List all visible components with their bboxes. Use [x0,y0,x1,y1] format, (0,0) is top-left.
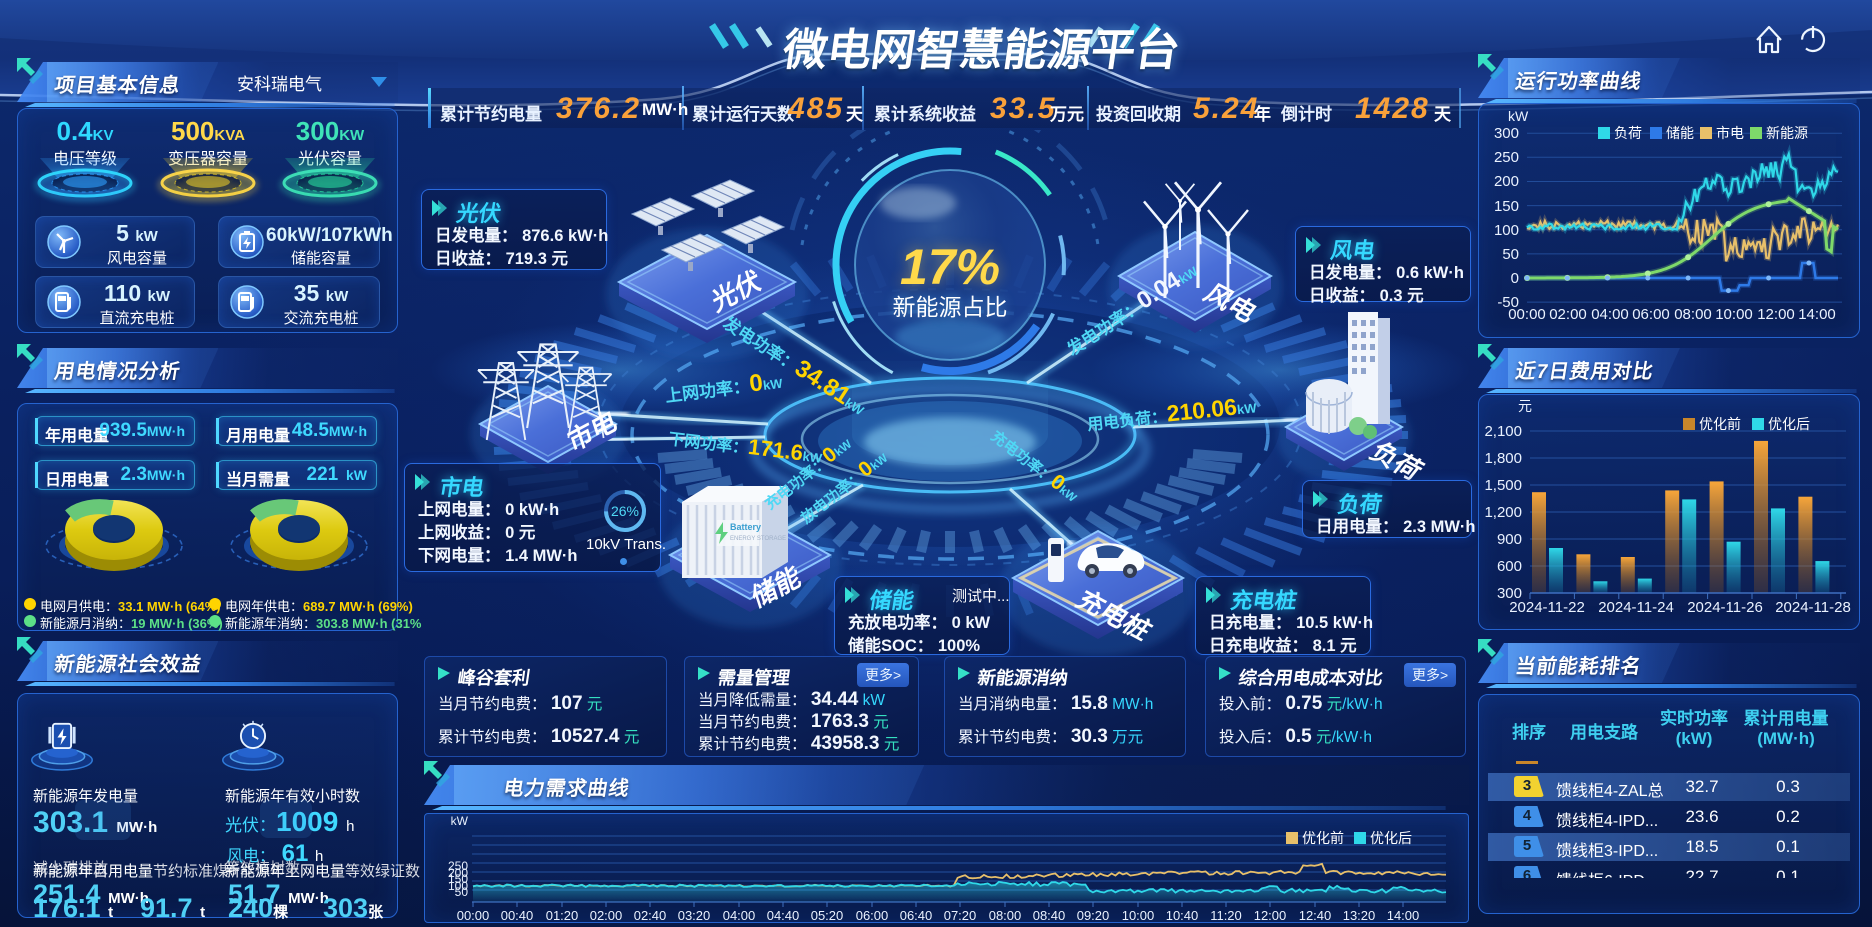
svg-text:kW: kW [451,814,469,828]
svg-text:01:20: 01:20 [546,908,579,923]
svg-text:优化前: 优化前 [1699,416,1741,432]
svg-text:06:00: 06:00 [856,908,889,923]
svg-text:14:00: 14:00 [1798,306,1836,323]
svg-text:600: 600 [1497,558,1522,575]
svg-text:12:00: 12:00 [1757,306,1795,323]
svg-text:储能: 储能 [1666,125,1694,141]
svg-text:300: 300 [1494,125,1519,142]
svg-text:12:00: 12:00 [1254,908,1287,923]
svg-text:元: 元 [1518,398,1532,414]
svg-text:250: 250 [448,859,468,873]
svg-text:2,100: 2,100 [1484,423,1522,440]
svg-text:ENERGY STORAGE: ENERGY STORAGE [730,536,786,542]
svg-text:1,200: 1,200 [1484,504,1522,521]
svg-text:10:00: 10:00 [1122,908,1155,923]
svg-text:50: 50 [1502,246,1519,263]
svg-text:14:00: 14:00 [1387,908,1420,923]
svg-text:200: 200 [1494,173,1519,190]
svg-text:1,800: 1,800 [1484,450,1522,467]
svg-text:优化后: 优化后 [1370,830,1412,846]
svg-text:2024-11-22: 2024-11-22 [1509,599,1585,616]
svg-text:100: 100 [1494,222,1519,239]
svg-text:负荷: 负荷 [1614,125,1642,141]
svg-text:08:40: 08:40 [1033,908,1066,923]
svg-text:1,500: 1,500 [1484,477,1522,494]
svg-text:10:00: 10:00 [1715,306,1753,323]
svg-text:2024-11-26: 2024-11-26 [1687,599,1763,616]
svg-text:150: 150 [1494,198,1519,215]
svg-text:市电: 市电 [1716,125,1744,141]
svg-text:优化后: 优化后 [1768,416,1810,432]
svg-text:02:40: 02:40 [634,908,667,923]
svg-text:13:20: 13:20 [1343,908,1376,923]
svg-text:02:00: 02:00 [590,908,623,923]
svg-text:2024-11-24: 2024-11-24 [1598,599,1674,616]
svg-text:kW: kW [1508,108,1529,124]
svg-text:150: 150 [448,872,468,886]
svg-text:00:00: 00:00 [457,908,490,923]
svg-text:Battery: Battery [730,522,761,532]
svg-text:200: 200 [448,866,468,880]
svg-text:05:20: 05:20 [811,908,844,923]
svg-text:06:40: 06:40 [900,908,933,923]
svg-text:900: 900 [1497,531,1522,548]
svg-text:03:20: 03:20 [678,908,711,923]
svg-text:250: 250 [1494,149,1519,166]
svg-text:06:00: 06:00 [1632,306,1670,323]
svg-text:09:20: 09:20 [1077,908,1110,923]
svg-text:2024-11-28: 2024-11-28 [1775,599,1851,616]
svg-text:优化前: 优化前 [1302,830,1344,846]
svg-text:0: 0 [1511,270,1519,287]
svg-text:10:40: 10:40 [1166,908,1199,923]
svg-text:08:00: 08:00 [989,908,1022,923]
svg-text:04:40: 04:40 [767,908,800,923]
svg-text:04:00: 04:00 [1591,306,1629,323]
svg-text:08:00: 08:00 [1674,306,1712,323]
svg-text:新能源: 新能源 [1766,125,1808,141]
svg-text:50: 50 [455,885,469,899]
svg-text:02:00: 02:00 [1549,306,1587,323]
svg-text:00:40: 00:40 [501,908,534,923]
svg-text:-50: -50 [1497,294,1519,311]
svg-text:11:20: 11:20 [1210,908,1242,923]
svg-text:26%: 26% [611,503,639,519]
svg-text:07:20: 07:20 [944,908,977,923]
svg-text:00:00: 00:00 [1508,306,1546,323]
svg-text:100: 100 [448,879,468,893]
svg-text:04:00: 04:00 [723,908,756,923]
svg-text:12:40: 12:40 [1299,908,1332,923]
svg-text:300: 300 [1497,585,1522,602]
